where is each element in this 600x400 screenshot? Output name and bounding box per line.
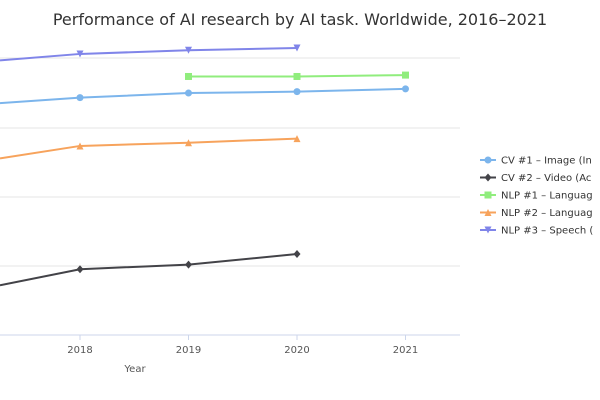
- legend-marker: [484, 209, 492, 216]
- series-2: [0, 250, 301, 287]
- data-point: [293, 44, 301, 52]
- legend-item[interactable]: CV #1 – Image (In: [480, 156, 592, 167]
- data-point: [76, 265, 84, 274]
- series-layer: [0, 44, 409, 287]
- gridlines: [0, 57, 460, 336]
- legend-item[interactable]: NLP #3 – Speech (: [480, 226, 593, 237]
- chart-title: Performance of AI research by AI task. W…: [52, 10, 548, 29]
- data-point: [185, 46, 192, 54]
- series-line: [0, 87, 406, 105]
- series-1: [0, 85, 409, 105]
- legend-marker: [484, 226, 492, 234]
- legend-item[interactable]: NLP #2 – Languag: [480, 208, 593, 219]
- data-point: [402, 71, 409, 79]
- legend-marker: [484, 173, 492, 182]
- x-axis-title: Year: [123, 364, 146, 375]
- x-axis: 2018 2019 2020 2021: [0, 334, 460, 356]
- legend: CV #1 – Image (In CV #2 – Video (Ac NLP #1…: [480, 156, 593, 237]
- data-point: [293, 135, 301, 143]
- data-point: [185, 72, 192, 80]
- series-line: [0, 46, 298, 62]
- series-line: [0, 253, 298, 287]
- data-point: [185, 260, 192, 269]
- legend-item[interactable]: CV #2 – Video (Ac: [480, 173, 591, 184]
- legend-label: NLP #2 – Languag: [501, 208, 593, 219]
- x-tick-label: 2019: [176, 345, 201, 356]
- data-point: [185, 89, 192, 97]
- data-point: [402, 85, 409, 93]
- data-point: [293, 88, 301, 96]
- series-5: [0, 44, 301, 62]
- legend-marker: [484, 156, 492, 164]
- data-point: [76, 142, 84, 150]
- legend-label: NLP #3 – Speech (: [501, 226, 593, 237]
- x-tick-label: 2021: [393, 345, 418, 356]
- data-point: [293, 250, 301, 259]
- legend-label: CV #2 – Video (Ac: [501, 173, 591, 184]
- data-point: [76, 94, 84, 102]
- legend-label: NLP #1 – Languag: [501, 191, 593, 202]
- series-3: [185, 71, 409, 80]
- series-line: [0, 137, 298, 160]
- x-tick-label: 2020: [284, 345, 309, 356]
- legend-marker: [484, 191, 492, 199]
- data-point: [76, 50, 84, 58]
- series-4: [0, 135, 301, 160]
- data-point: [185, 139, 192, 147]
- legend-label: CV #1 – Image (In: [501, 156, 592, 167]
- x-tick-label: 2018: [67, 345, 92, 356]
- data-point: [293, 72, 301, 80]
- legend-item[interactable]: NLP #1 – Languag: [480, 191, 593, 202]
